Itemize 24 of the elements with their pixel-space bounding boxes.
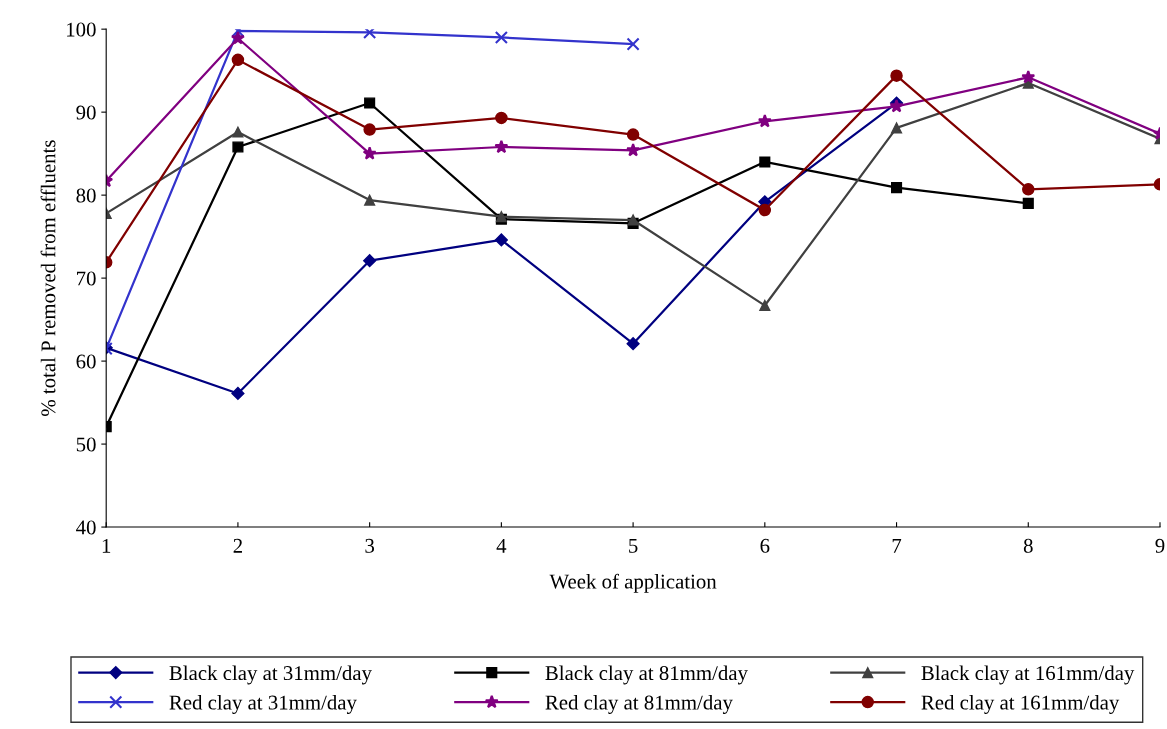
y-tick-label: 90 <box>76 105 96 120</box>
x-tick-label: 4 <box>496 538 507 553</box>
x-tick-label: 6 <box>760 538 770 553</box>
y-axis-title: % total P removed from effluents <box>40 140 56 416</box>
y-tick-label: 40 <box>76 520 96 535</box>
x-tick-label: 9 <box>1155 538 1165 553</box>
x-tick-label: 8 <box>1023 538 1033 553</box>
y-tick-label: 70 <box>77 271 96 286</box>
legend-label: Black clay at 161mm/day <box>921 665 1135 685</box>
x-tick-label: 3 <box>365 538 375 553</box>
y-tick-label: 80 <box>76 188 96 203</box>
legend-label: Black clay at 31mm/day <box>169 665 372 685</box>
legend-label: Red clay at 161mm/day <box>921 694 1120 714</box>
x-tick-label: 5 <box>629 538 638 553</box>
y-tick-label: 100 <box>67 22 96 37</box>
y-tick-label: 50 <box>76 437 96 452</box>
legend-label: Black clay at 81mm/day <box>545 665 748 685</box>
legend-label: Red clay at 31mm/day <box>169 694 357 714</box>
x-axis-title: Week of application <box>549 573 717 593</box>
x-tick-label: 2 <box>233 538 242 553</box>
y-tick-label: 60 <box>76 354 96 369</box>
legend-label: Red clay at 81mm/day <box>545 694 733 714</box>
x-tick-label: 7 <box>892 538 902 553</box>
x-tick-label: 1 <box>102 538 111 553</box>
